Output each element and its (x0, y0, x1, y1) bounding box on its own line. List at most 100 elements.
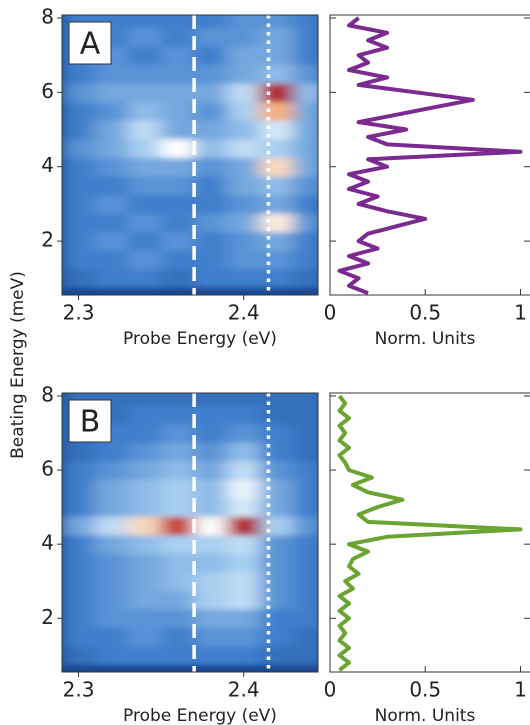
heat-cell (128, 176, 162, 196)
heat-cell (161, 497, 195, 517)
heat-cell (95, 101, 129, 121)
heat-cell (128, 534, 162, 554)
heat-cell (227, 176, 261, 196)
heat-cell (227, 231, 261, 251)
heat-cell (128, 553, 162, 573)
y-tick-label: 8 (41, 4, 54, 28)
x-axis-label: Norm. Units (375, 329, 476, 349)
heat-cell (95, 627, 129, 647)
heat-cell (260, 571, 294, 591)
heat-cell (161, 609, 195, 629)
heat-cell (293, 571, 318, 591)
heat-cell (194, 268, 228, 289)
heat-cell (194, 231, 228, 251)
heat-cell (128, 646, 162, 666)
heat-cell (128, 393, 162, 406)
heat-cell (62, 213, 96, 233)
heat-cell (227, 516, 261, 536)
heat-cell (161, 138, 195, 158)
heat-cell (260, 157, 294, 177)
heat-cell (293, 176, 318, 196)
heat-cell (194, 250, 228, 270)
heatmap-cells (62, 393, 318, 666)
heat-cell (95, 516, 129, 536)
heat-cell (161, 101, 195, 121)
frame (61, 392, 319, 673)
heat-cell (161, 268, 195, 289)
heat-cell (260, 138, 294, 158)
heat-cell (95, 590, 129, 610)
heat-cell (95, 609, 129, 629)
heat-cell (161, 157, 195, 177)
heat-cell (227, 534, 261, 554)
heat-cell (227, 609, 261, 629)
y-tick-label: 4 (41, 153, 54, 177)
heat-cell (293, 45, 318, 65)
heat-cell (293, 64, 318, 84)
heat-cell (161, 45, 195, 65)
heat-cell (95, 194, 129, 214)
heat-cell (293, 15, 318, 28)
heat-cell (194, 194, 228, 214)
heat-cell (194, 45, 228, 65)
heat-cell (227, 157, 261, 177)
x-tick-label: 0.5 (409, 678, 441, 702)
x-tick-label: 2.3 (63, 678, 95, 702)
heat-cell (227, 83, 261, 103)
heat-cell (128, 45, 162, 65)
panel-label-box (68, 399, 112, 443)
heat-cell (95, 231, 129, 251)
x-tick-label: 0 (324, 678, 337, 702)
heat-cell (128, 423, 162, 443)
heat-cell (260, 27, 294, 47)
heat-cell (227, 45, 261, 65)
heat-cell (161, 250, 195, 270)
heat-cell (293, 423, 318, 443)
heat-cell (194, 571, 228, 591)
heat-cell (194, 423, 228, 443)
heat-cell (95, 64, 129, 84)
heat-cell (293, 231, 318, 251)
heat-cell (62, 157, 96, 177)
heat-cell (260, 442, 294, 462)
heat-cell (161, 15, 195, 28)
heat-cell (161, 27, 195, 47)
x-tick-label: 1 (514, 301, 527, 325)
heat-cell (227, 627, 261, 647)
heat-cell (161, 479, 195, 499)
heat-cell (227, 553, 261, 573)
heat-cell (293, 497, 318, 517)
heat-cell (260, 479, 294, 499)
heat-cell (260, 497, 294, 517)
heat-cell (128, 516, 162, 536)
heat-cell (62, 231, 96, 251)
heat-cell (260, 393, 294, 406)
heat-cell (293, 120, 318, 140)
heat-cell (161, 423, 195, 443)
heat-cell (260, 627, 294, 647)
heat-cell (194, 553, 228, 573)
heat-cell (227, 442, 261, 462)
heat-cell (260, 231, 294, 251)
heat-cell (62, 460, 96, 480)
heat-cell (227, 393, 261, 406)
heat-cell (95, 157, 129, 177)
heat-cell (194, 646, 228, 666)
heat-cell (260, 176, 294, 196)
heat-cell (293, 138, 318, 158)
heat-cell (194, 460, 228, 480)
panel-label-box (68, 21, 112, 65)
spectrum-line (337, 394, 523, 672)
heat-cell (128, 15, 162, 28)
heat-cell (62, 627, 96, 647)
heat-cell (194, 609, 228, 629)
frame (329, 392, 530, 673)
heat-cell (194, 213, 228, 233)
heat-cell (95, 83, 129, 103)
heat-cell (128, 101, 162, 121)
panel-label: A (80, 27, 101, 62)
heat-cell (161, 231, 195, 251)
x-tick-label: 2.4 (228, 301, 260, 325)
heat-cell (95, 213, 129, 233)
